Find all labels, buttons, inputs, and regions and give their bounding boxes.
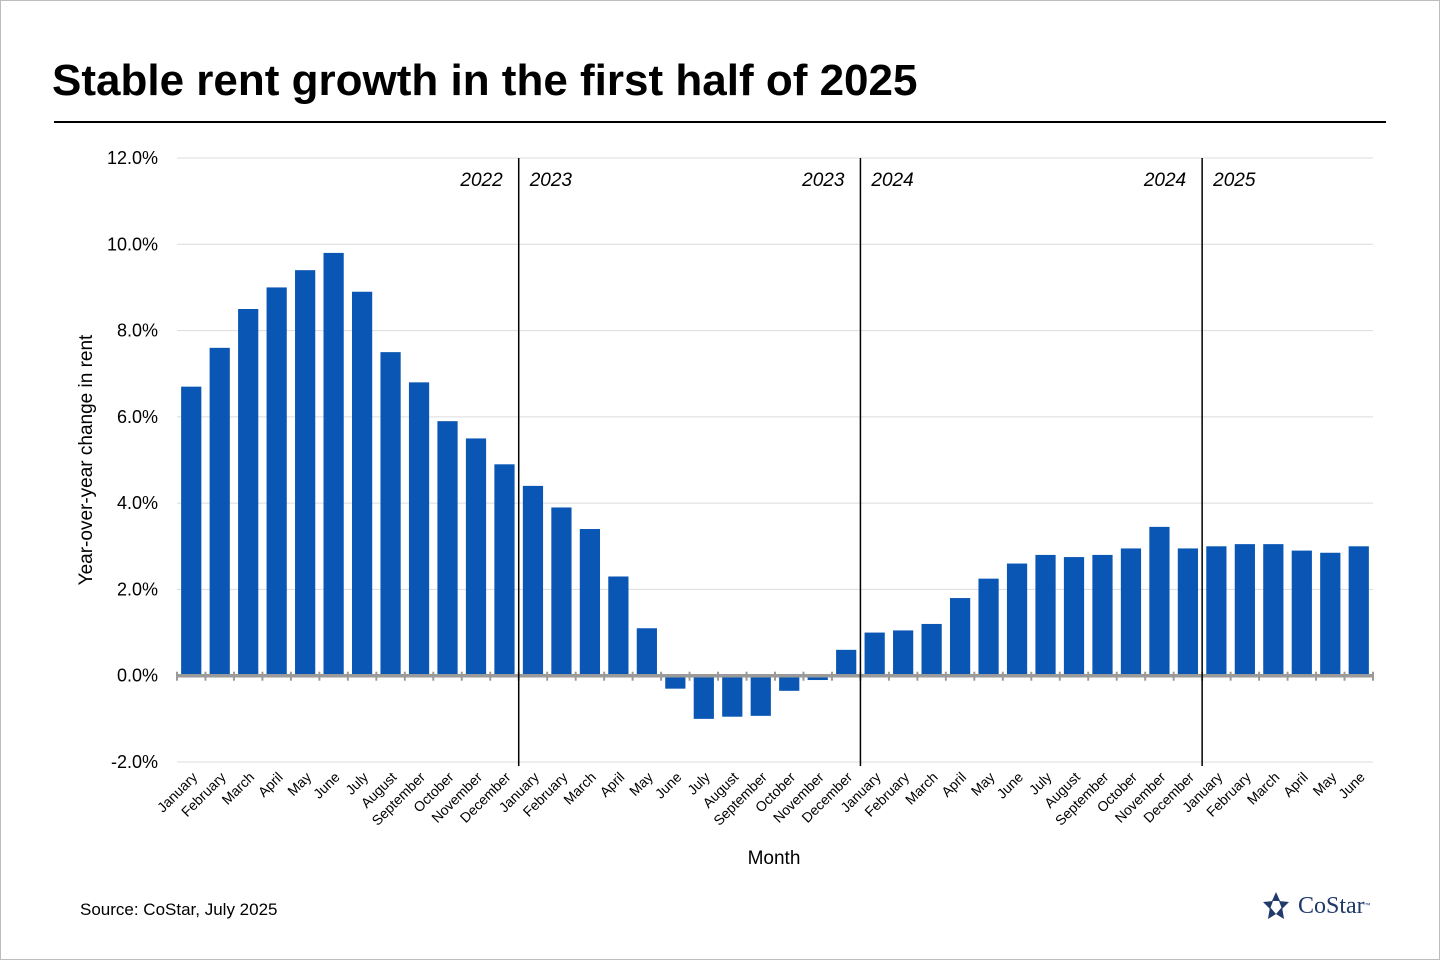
bar — [351, 291, 373, 676]
costar-logo-text: CoStar — [1298, 892, 1365, 919]
x-tick-label: May — [1309, 769, 1339, 799]
bar — [437, 421, 458, 676]
y-tick-label: 4.0% — [117, 493, 158, 513]
year-label-left: 2023 — [801, 170, 845, 191]
y-axis-title: Year-over-year change in rent — [76, 334, 97, 585]
bar — [266, 287, 287, 676]
bar — [1006, 563, 1028, 676]
year-label-right: 2025 — [1212, 170, 1256, 191]
costar-star-icon — [1263, 892, 1289, 919]
y-tick-label: 6.0% — [117, 407, 158, 427]
x-tick-label: June — [310, 769, 343, 802]
bar — [295, 270, 316, 676]
y-tick-label: 12.0% — [107, 148, 158, 168]
bar — [750, 675, 771, 716]
year-label-right: 2023 — [529, 170, 573, 191]
x-tick-label: April — [596, 769, 627, 800]
x-tick-label: June — [993, 769, 1026, 802]
bar — [494, 464, 515, 676]
bar — [181, 386, 202, 676]
costar-logo: CoStar ™ — [1260, 890, 1371, 922]
bar — [1092, 554, 1113, 676]
page-title: Stable rent growth in the first half of … — [52, 56, 918, 105]
bar — [608, 576, 629, 676]
y-tick-label: 2.0% — [117, 579, 158, 599]
bar — [408, 382, 430, 676]
title-divider — [54, 121, 1386, 123]
costar-logo-tm: ™ — [1364, 903, 1371, 909]
bar — [209, 347, 230, 676]
x-tick-label: June — [1335, 769, 1368, 802]
bar — [1348, 546, 1369, 676]
x-tick-label: April — [938, 769, 969, 800]
bar — [693, 675, 714, 719]
year-label-right: 2024 — [870, 170, 913, 191]
bar — [1206, 546, 1227, 676]
x-tick-label: May — [284, 769, 314, 799]
x-tick-label: May — [968, 769, 998, 799]
x-tick-label: March — [560, 769, 599, 808]
bar — [1177, 548, 1199, 676]
y-tick-label: 10.0% — [107, 234, 158, 254]
x-tick-label: March — [218, 769, 257, 808]
bar — [978, 578, 999, 676]
source-note: Source: CoStar, July 2025 — [80, 900, 278, 919]
bar — [380, 352, 401, 676]
bar — [949, 598, 971, 676]
bar — [836, 649, 857, 676]
y-tick-label: 0.0% — [117, 666, 158, 686]
year-label-left: 2024 — [1143, 170, 1186, 191]
bar — [1263, 544, 1284, 676]
x-tick-label: June — [652, 769, 685, 802]
x-tick-label: March — [902, 769, 941, 808]
x-tick-label: March — [1244, 769, 1283, 808]
bar — [779, 675, 800, 691]
x-axis-title: Month — [748, 848, 801, 869]
x-tick-label: April — [1280, 769, 1311, 800]
bar — [921, 623, 942, 676]
x-tick-label: April — [255, 769, 286, 800]
bar — [636, 628, 657, 676]
bar — [579, 529, 601, 676]
bar — [323, 252, 344, 676]
bar — [1291, 550, 1312, 676]
bar — [465, 438, 487, 676]
y-tick-label: -2.0% — [111, 752, 158, 772]
bar — [1149, 526, 1170, 676]
bar — [522, 485, 544, 676]
y-tick-label: 8.0% — [117, 321, 158, 341]
bar — [1234, 544, 1255, 676]
bar — [1035, 554, 1056, 676]
x-tick-label: May — [626, 769, 656, 799]
bar — [551, 507, 572, 676]
bar — [665, 675, 686, 689]
bar — [1120, 548, 1142, 676]
bar — [722, 675, 743, 717]
year-label-left: 2022 — [459, 170, 503, 191]
bar — [1063, 557, 1085, 676]
bar — [893, 630, 914, 676]
bar — [864, 632, 885, 676]
bar — [807, 675, 828, 681]
bar — [1320, 552, 1341, 676]
bar — [238, 309, 259, 676]
